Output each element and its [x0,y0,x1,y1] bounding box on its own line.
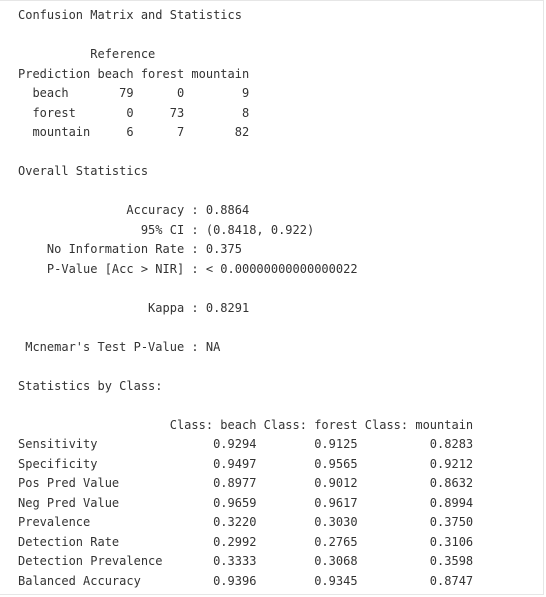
line-overall-statistics: Overall Statistics [18,164,149,178]
line-prevalence: Prevalence 0.3220 0.3030 0.3750 [18,515,474,529]
console-output-text: Confusion Matrix and Statistics Referenc… [18,6,473,591]
line-nir: No Information Rate : 0.375 [18,242,242,256]
line-specificity: Specificity 0.9497 0.9565 0.9212 [18,456,474,471]
line-accuracy: Accuracy : 0.8864 [18,203,250,217]
line-pvalue: P-Value [Acc > NIR] : < 0.00000000000000… [18,261,358,276]
line-detection-rate: Detection Rate 0.2992 0.2765 0.3106 [18,534,474,549]
line-neg-pred-value: Neg Pred Value 0.9659 0.9617 0.8994 [18,495,474,510]
line-reference-header: Reference [18,47,156,61]
line-statistics-by-class: Statistics by Class: [18,378,163,393]
line-title: Confusion Matrix and Statistics [18,8,242,22]
line-detection-prevalence: Detection Prevalence 0.3333 0.3068 0.359… [18,554,474,568]
line-pos-pred-value: Pos Pred Value 0.8977 0.9012 0.8632 [18,476,474,490]
line-matrix-beach: beach 79 0 9 [18,86,250,100]
line-balanced-accuracy: Balanced Accuracy 0.9396 0.9345 0.8747 [18,573,474,588]
line-ci: 95% CI : (0.8418, 0.922) [18,222,315,237]
line-class-header: Class: beach Class: forest Class: mounta… [18,417,474,432]
line-matrix-forest: forest 0 73 8 [18,105,250,120]
line-matrix-mountain: mountain 6 7 82 [18,125,250,139]
line-kappa: Kappa : 0.8291 [18,300,250,315]
line-sensitivity: Sensitivity 0.9294 0.9125 0.8283 [18,437,474,451]
line-prediction-header: Prediction beach forest mountain [18,66,250,81]
line-mcnemar: Mcnemar's Test P-Value : NA [18,339,221,354]
